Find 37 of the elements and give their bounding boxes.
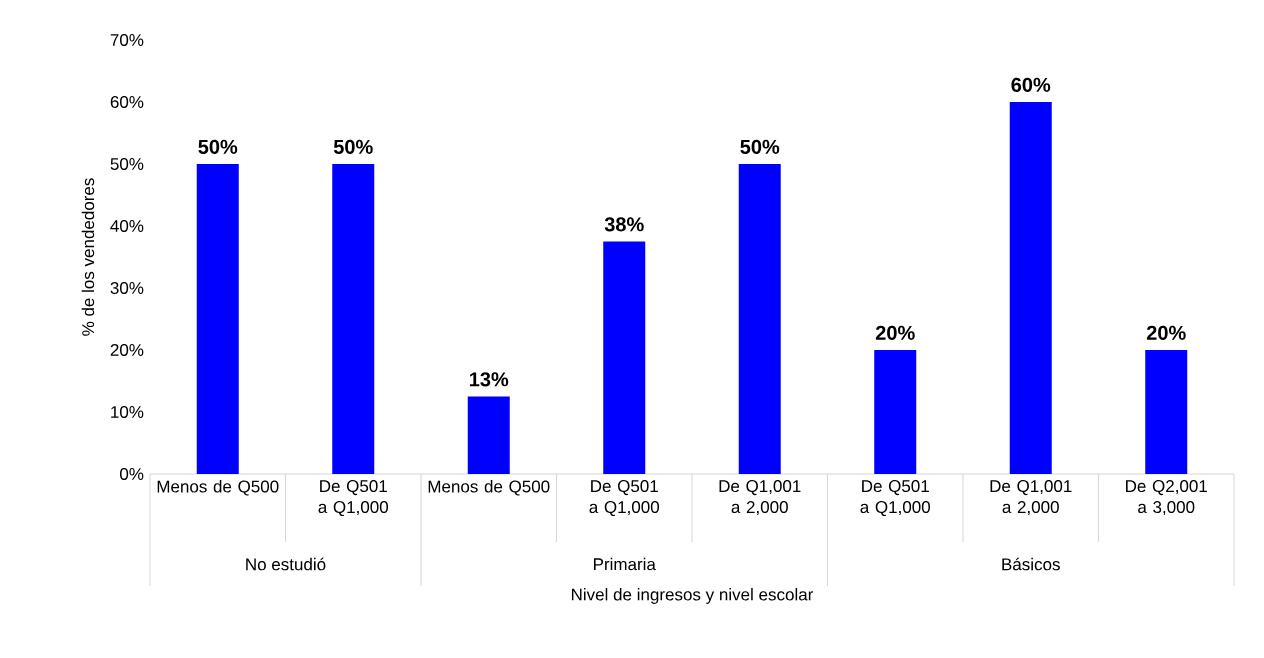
data-label: 50% bbox=[333, 139, 373, 154]
x-tick-label: De Q1,001 a 2,000 bbox=[990, 480, 1072, 516]
x-tick-label: Menos de Q500 bbox=[157, 480, 279, 496]
bar bbox=[332, 163, 375, 474]
bar bbox=[874, 350, 917, 474]
text: Primaria bbox=[593, 557, 656, 571]
bar bbox=[603, 241, 646, 474]
data-label: 50% bbox=[740, 139, 780, 154]
text: No estudió bbox=[246, 557, 326, 571]
text: Básicos bbox=[1002, 557, 1060, 571]
y-axis-title: % de los vendedores bbox=[81, 178, 95, 336]
x-tick-label: De Q2,001 a 3,000 bbox=[1126, 480, 1207, 516]
x-tick-label: De Q1,001 a 2,000 bbox=[719, 480, 801, 516]
y-tick-label: 40% bbox=[110, 219, 144, 232]
x-tick-label: De Q501 a Q1,000 bbox=[318, 480, 389, 517]
y-tick-label: 0% bbox=[120, 467, 144, 480]
y-tick-label: 50% bbox=[110, 157, 144, 170]
bar bbox=[1145, 350, 1188, 474]
x-tick-label: De Q501 a Q1,000 bbox=[860, 480, 930, 517]
y-tick-label: 60% bbox=[110, 95, 144, 109]
x-tick-label: De Q501 a Q1,000 bbox=[589, 480, 660, 517]
x-axis-title: Nivel de ingresos y nivel escolar bbox=[571, 588, 814, 604]
bar bbox=[196, 163, 239, 474]
y-tick-label: 30% bbox=[110, 281, 144, 294]
y-tick-label: 70% bbox=[110, 33, 144, 47]
x-tick-label: Menos de Q500 bbox=[428, 480, 550, 496]
data-label: 50% bbox=[198, 139, 238, 154]
data-label: 20% bbox=[875, 325, 915, 340]
y-tick-label: 10% bbox=[111, 405, 144, 418]
bar bbox=[1009, 102, 1052, 474]
data-label: 13% bbox=[469, 372, 509, 387]
bar bbox=[738, 163, 781, 474]
bar bbox=[467, 396, 510, 474]
y-tick-label: 20% bbox=[110, 343, 144, 356]
data-label: 38% bbox=[604, 217, 644, 232]
data-label: 20% bbox=[1146, 325, 1186, 340]
data-label: 60% bbox=[1011, 77, 1051, 92]
